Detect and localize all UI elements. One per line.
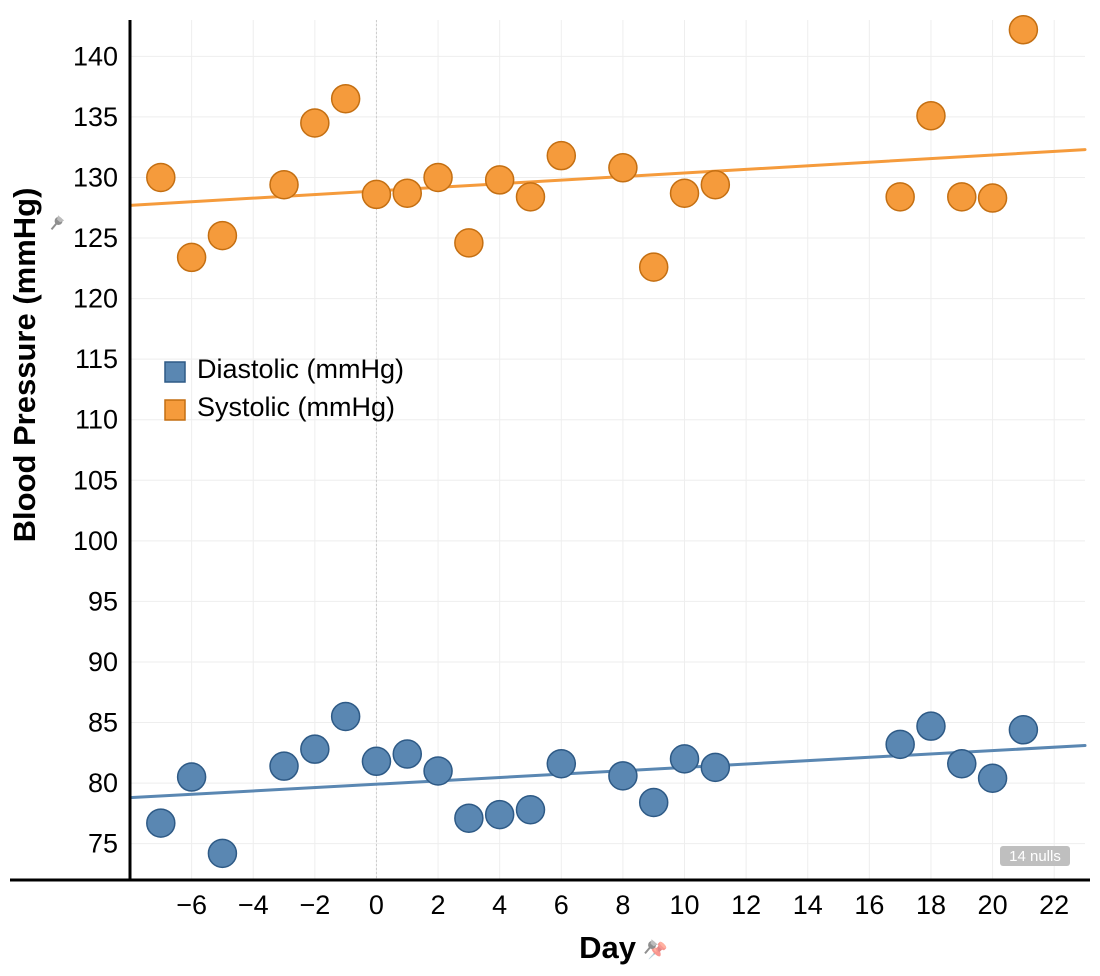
x-tick-label: 18: [916, 890, 946, 920]
data-point[interactable]: [178, 243, 206, 271]
data-point[interactable]: [393, 740, 421, 768]
y-tick-label: 115: [75, 344, 118, 374]
data-point[interactable]: [332, 85, 360, 113]
y-tick-label: 100: [73, 526, 118, 556]
data-point[interactable]: [301, 735, 329, 763]
data-point[interactable]: [701, 171, 729, 199]
data-point[interactable]: [640, 253, 668, 281]
y-axis-title: Blood Pressure (mmHg): [7, 188, 42, 543]
x-tick-label: 10: [669, 890, 699, 920]
chart-container: −6 −4 −2 0 2 4 6 8 10 12 14 16 18 20 22 75 80 85 90 95 100 10…: [0, 0, 1100, 976]
data-point[interactable]: [270, 171, 298, 199]
x-tick-label: 20: [978, 890, 1008, 920]
data-point[interactable]: [671, 745, 699, 773]
data-point[interactable]: [1009, 16, 1037, 44]
x-tick-label: 2: [431, 890, 446, 920]
data-point[interactable]: [701, 753, 729, 781]
x-tick-label: −4: [238, 890, 269, 920]
y-tick-label: 75: [88, 829, 118, 859]
data-point[interactable]: [455, 229, 483, 257]
data-point[interactable]: [917, 712, 945, 740]
y-tick-label: 130: [73, 162, 118, 192]
data-point[interactable]: [640, 788, 668, 816]
y-tick-label: 120: [73, 284, 118, 314]
data-point[interactable]: [362, 180, 390, 208]
data-point[interactable]: [979, 764, 1007, 792]
series-systolic: [147, 16, 1038, 281]
data-point[interactable]: [547, 142, 575, 170]
x-tick-label: 4: [492, 890, 507, 920]
data-point[interactable]: [301, 109, 329, 137]
data-point[interactable]: [147, 163, 175, 191]
data-point[interactable]: [609, 762, 637, 790]
data-point[interactable]: [208, 839, 236, 867]
legend-swatch: [165, 400, 185, 420]
data-point[interactable]: [516, 183, 544, 211]
data-point[interactable]: [424, 757, 452, 785]
data-point[interactable]: [948, 183, 976, 211]
y-tick-label: 135: [73, 102, 118, 132]
data-point[interactable]: [1009, 716, 1037, 744]
pin-icon[interactable]: [48, 215, 64, 232]
data-point[interactable]: [424, 163, 452, 191]
x-axis-title: Day: [579, 930, 637, 965]
x-tick-label: 22: [1039, 890, 1069, 920]
y-tick-label: 85: [88, 708, 118, 738]
y-tick-label: 110: [75, 405, 118, 435]
y-tick-label: 125: [73, 223, 118, 253]
data-point[interactable]: [671, 179, 699, 207]
data-point[interactable]: [208, 222, 236, 250]
x-tick-label: 14: [793, 890, 823, 920]
data-point[interactable]: [547, 750, 575, 778]
x-tick-label: −2: [299, 890, 330, 920]
scatter-chart: −6 −4 −2 0 2 4 6 8 10 12 14 16 18 20 22 75 80 85 90 95 100 10…: [0, 0, 1100, 976]
data-point[interactable]: [332, 702, 360, 730]
x-tick-label: 0: [369, 890, 384, 920]
x-tick-label: 16: [854, 890, 884, 920]
data-point[interactable]: [393, 179, 421, 207]
y-tick-label: 90: [88, 647, 118, 677]
x-tick-label: 6: [554, 890, 569, 920]
legend: Diastolic (mmHg) Systolic (mmHg): [165, 354, 404, 422]
data-point[interactable]: [979, 184, 1007, 212]
data-point[interactable]: [362, 747, 390, 775]
data-point[interactable]: [486, 801, 514, 829]
data-point[interactable]: [609, 154, 637, 182]
y-tick-label: 80: [88, 768, 118, 798]
y-tick-label: 140: [73, 41, 118, 71]
nulls-badge-text: 14 nulls: [1009, 848, 1061, 865]
data-point[interactable]: [948, 750, 976, 778]
y-tick-label: 95: [88, 586, 118, 616]
grid: [130, 20, 1085, 880]
data-point[interactable]: [486, 166, 514, 194]
data-point[interactable]: [270, 752, 298, 780]
data-point[interactable]: [886, 730, 914, 758]
legend-label: Diastolic (mmHg): [197, 354, 404, 384]
x-tick-label: 8: [615, 890, 630, 920]
x-tick-label: −6: [176, 890, 207, 920]
legend-swatch: [165, 362, 185, 382]
x-tick-label: 12: [731, 890, 761, 920]
data-point[interactable]: [516, 796, 544, 824]
y-tick-label: 105: [73, 465, 118, 495]
series-diastolic: [147, 702, 1038, 867]
data-point[interactable]: [917, 102, 945, 130]
data-point[interactable]: [178, 763, 206, 791]
data-point[interactable]: [886, 183, 914, 211]
data-point[interactable]: [147, 809, 175, 837]
legend-label: Systolic (mmHg): [197, 392, 395, 422]
data-point[interactable]: [455, 804, 483, 832]
